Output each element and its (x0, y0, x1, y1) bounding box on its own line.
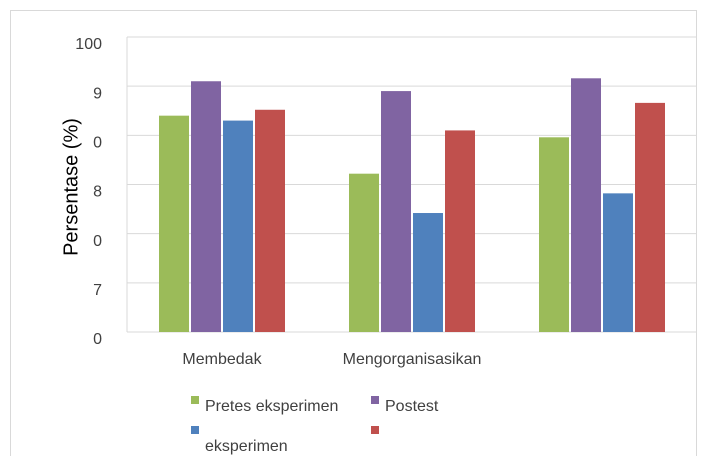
bar (413, 213, 443, 332)
legend-label: Pretes eksperimen (205, 398, 338, 415)
bar (381, 91, 411, 332)
bar (255, 109, 285, 333)
y-tick-label: 8 (93, 184, 102, 201)
bar (223, 120, 253, 332)
bar (159, 115, 189, 333)
y-tick-label: 0 (93, 233, 102, 250)
y-tick-label: 7 (93, 282, 102, 299)
bar (191, 81, 221, 332)
legend-swatch (371, 396, 379, 404)
y-tick-label: 100 (75, 36, 102, 53)
bar (571, 78, 601, 332)
bar (635, 102, 665, 332)
y-axis-label: Persentase (%) (60, 118, 82, 256)
y-tick-label: 0 (93, 331, 102, 348)
x-tick-label: Mengorganisasikan (343, 351, 482, 368)
x-tick-label: Membedak (182, 351, 262, 368)
legend-swatch (191, 396, 199, 404)
legend-label: eksperimen (205, 438, 288, 455)
bar (603, 193, 633, 332)
legend-swatch (371, 426, 379, 434)
bar (445, 130, 475, 332)
bar (349, 173, 379, 332)
legend-label: Postest (385, 398, 439, 415)
legend-swatch (191, 426, 199, 434)
bar (539, 137, 569, 332)
y-tick-label: 9 (93, 85, 102, 102)
y-tick-label: 0 (93, 135, 102, 152)
